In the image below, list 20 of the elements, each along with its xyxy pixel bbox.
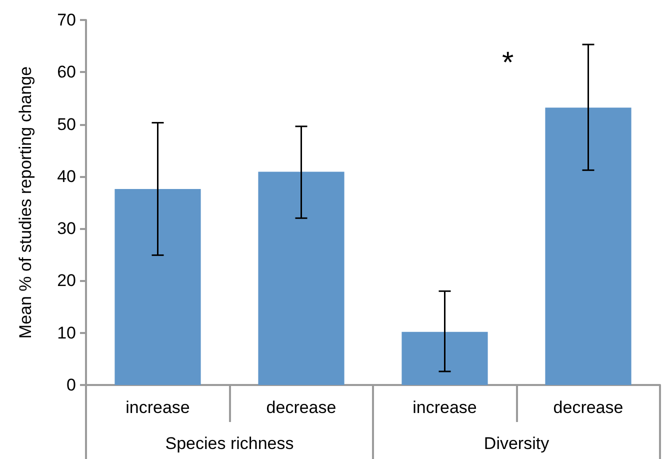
x-tick-label: increase <box>126 398 190 417</box>
bar <box>114 188 201 385</box>
text: Species richness <box>165 434 294 453</box>
bar <box>545 108 632 385</box>
y-tick-label: 60 <box>57 62 76 82</box>
y-tick-label: 40 <box>57 166 76 186</box>
x-tick-label: increase <box>412 398 477 417</box>
y-axis-title: Mean % of studies reporting change <box>16 66 35 339</box>
y-tick-label: 10 <box>57 323 76 342</box>
x-tick-label: decrease <box>266 398 336 417</box>
y-tick-label: 20 <box>57 271 76 290</box>
bar <box>402 332 488 385</box>
bar <box>258 172 344 385</box>
y-tick-label: 50 <box>57 114 76 134</box>
y-tick-label: 0 <box>66 376 76 394</box>
annotation: * <box>502 46 514 80</box>
x-tick-label: decrease <box>553 398 624 417</box>
y-tick-label: 30 <box>57 219 76 238</box>
text: Diversity <box>484 434 550 453</box>
y-tick-label: 70 <box>57 10 76 30</box>
